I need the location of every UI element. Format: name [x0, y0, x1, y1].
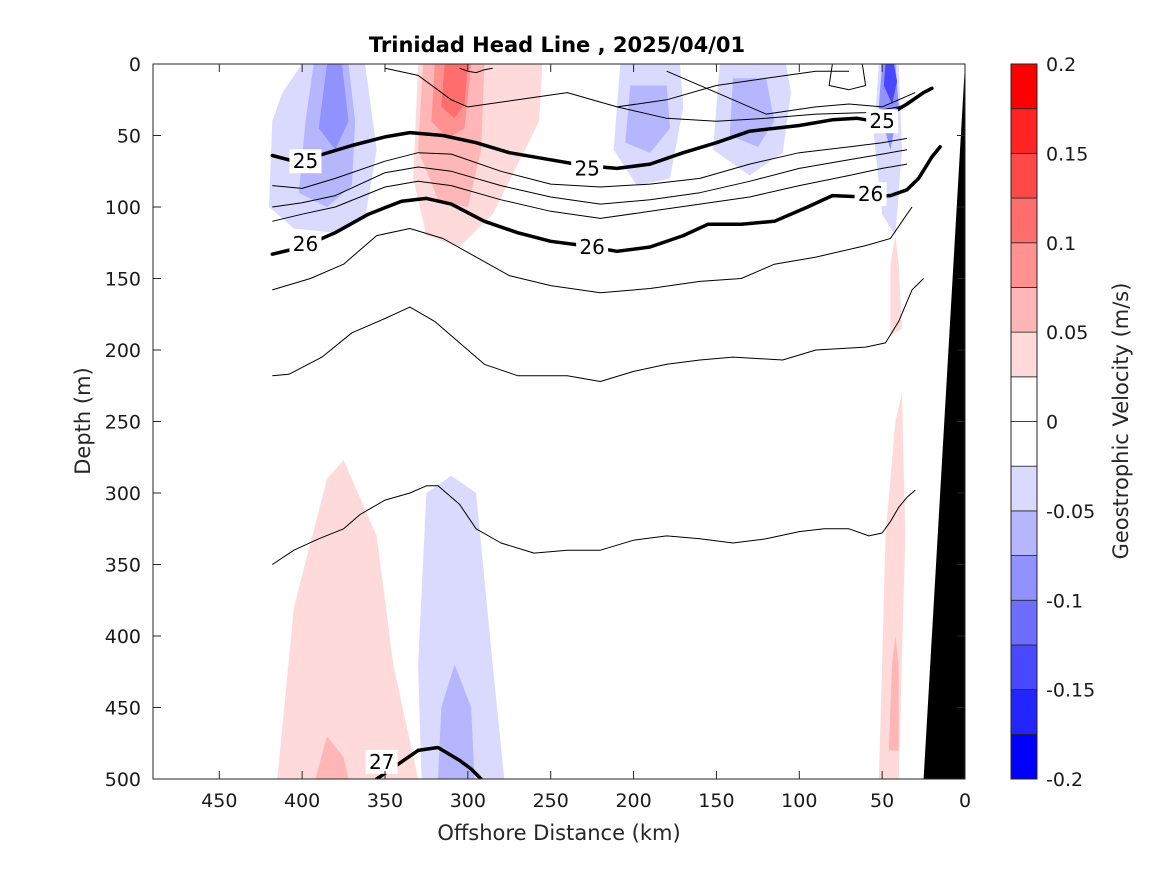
contour-label-bg-6 [365, 749, 398, 774]
contour-label-3: 26 [293, 232, 318, 256]
contour-label-bg-0 [289, 149, 322, 174]
colorbar-tick-label-5: -0.05 [1046, 501, 1095, 523]
colorbar-swatch-14 [1010, 108, 1038, 154]
y-tick-label-7: 350 [105, 555, 141, 577]
isopycnal-thin-2 [828, 64, 867, 91]
isopycnal-thin-lines [272, 64, 924, 565]
velocity-field [269, 64, 906, 779]
y-tick-label-10: 500 [105, 769, 141, 791]
velocity-region-6 [441, 64, 468, 119]
velocity-region-18 [438, 664, 475, 779]
velocity-region-14 [890, 235, 902, 336]
contour-label-bg-5 [854, 182, 887, 207]
velocity-region-16 [315, 736, 349, 779]
y-tick-label-5: 250 [105, 412, 141, 434]
velocity-region-8 [625, 85, 670, 153]
y-tick-label-6: 300 [105, 483, 141, 505]
colorbar-swatch-6 [1010, 465, 1038, 512]
x-tick-label-9: 0 [959, 790, 971, 812]
colorbar-swatch-13 [1010, 152, 1038, 199]
colorbar-swatch-9 [1010, 331, 1038, 378]
x-tick-label-3: 300 [450, 790, 486, 812]
isopycnal-thin-9 [272, 278, 924, 382]
colorbar-swatch-3 [1010, 599, 1038, 646]
colorbar-tick-label-7: -0.15 [1046, 680, 1095, 702]
contour-label-5: 26 [858, 182, 883, 206]
isopycnal-thin-0 [384, 67, 849, 108]
y-axis-label: Depth (m) [71, 367, 95, 474]
colorbar-tick-label-1: 0.15 [1046, 143, 1088, 165]
isopycnal-thin-10 [272, 485, 916, 565]
x-tick-label-6: 150 [698, 790, 734, 812]
colorbar-tick-label-3: 0.05 [1046, 322, 1088, 344]
colorbar-swatch-15 [1010, 63, 1038, 110]
contour-label-bg-4 [576, 235, 609, 260]
isopycnal-thick-26 [270, 145, 942, 256]
colorbar-tick-label-4: 0 [1046, 412, 1058, 434]
x-tick-label-0: 450 [201, 790, 237, 812]
isopycnal-thin-3 [666, 70, 916, 115]
colorbar-swatch-8 [1010, 376, 1038, 422]
y-tick-label-0: 0 [129, 54, 141, 76]
x-tick-label-7: 100 [781, 790, 817, 812]
plot-area [153, 64, 965, 779]
isopycnal-thin-1 [459, 67, 493, 74]
velocity-region-2 [318, 64, 349, 150]
x-axis-ticks: 450 400 350 300 250 200 150 100 50 0 [201, 64, 971, 812]
colorbar-swatch-4 [1010, 555, 1038, 601]
contour-label-2: 25 [869, 109, 894, 133]
chart-title: Trinidad Head Line , 2025/04/01 [369, 33, 745, 57]
y-tick-label-1: 50 [117, 126, 141, 148]
colorbar-swatch-2 [1010, 644, 1038, 691]
colorbar-tick-label-0: 0.2 [1046, 54, 1076, 76]
colorbar-label: Geostrophic Velocity (m/s) [1109, 283, 1133, 560]
x-tick-label-8: 50 [870, 790, 894, 812]
velocity-region-13 [883, 64, 898, 104]
colorbar-swatch-0 [1010, 733, 1038, 780]
bathymetry [923, 64, 965, 779]
isopycnal-thin-5 [272, 137, 908, 189]
y-tick-label-8: 400 [105, 626, 141, 648]
colorbar-tick-label-6: -0.1 [1046, 590, 1083, 612]
bathymetry-fill [923, 64, 965, 779]
isopycnal-thin-7 [272, 163, 908, 222]
contour-label-bg-2 [866, 109, 899, 134]
x-tick-label-2: 350 [367, 790, 403, 812]
contour-label-4: 26 [579, 235, 604, 259]
colorbar-tick-label-2: 0.1 [1046, 233, 1076, 255]
y-tick-label-3: 150 [105, 269, 141, 291]
x-tick-label-4: 250 [533, 790, 569, 812]
velocity-region-15 [277, 460, 419, 779]
colorbar-tick-label-8: -0.2 [1046, 769, 1083, 791]
x-tick-label-5: 200 [615, 790, 651, 812]
colorbar-swatch-10 [1010, 287, 1038, 333]
contour-label-1: 25 [574, 156, 599, 180]
y-tick-label-4: 200 [105, 340, 141, 362]
y-axis-ticks: 0 50 100 150 200 250 300 350 400 450 500 [105, 54, 965, 791]
y-tick-label-9: 450 [105, 698, 141, 720]
colorbar-swatch-12 [1010, 197, 1038, 244]
colorbar-frame [1010, 63, 1038, 780]
contour-label-bg-1 [571, 156, 604, 181]
velocity-region-20 [888, 636, 899, 751]
contour-labels: 25 25 25 26 26 26 27 [289, 109, 899, 774]
contour-label-bg-3 [289, 232, 322, 257]
colorbar-swatch-7 [1010, 421, 1038, 467]
isopycnal-thick-27 [374, 745, 483, 779]
colorbar-swatch-5 [1010, 510, 1038, 556]
contour-label-0: 25 [293, 149, 318, 173]
x-axis-label: Offshore Distance (km) [437, 821, 680, 845]
colorbar-swatch-11 [1010, 242, 1038, 288]
x-tick-label-1: 400 [284, 790, 320, 812]
colorbar-swatch-1 [1010, 689, 1038, 735]
isopycnal-thin-8 [272, 206, 913, 294]
y-tick-label-2: 100 [105, 197, 141, 219]
contour-label-6: 27 [369, 750, 394, 774]
isopycnal-thin-4 [616, 99, 916, 122]
colorbar: 0.2 0.15 0.1 0.05 0 -0.05 -0.1 -0.15 -0.2 [1010, 54, 1095, 791]
isopycnal-thin-6 [272, 149, 908, 208]
velocity-region-17 [418, 475, 505, 779]
